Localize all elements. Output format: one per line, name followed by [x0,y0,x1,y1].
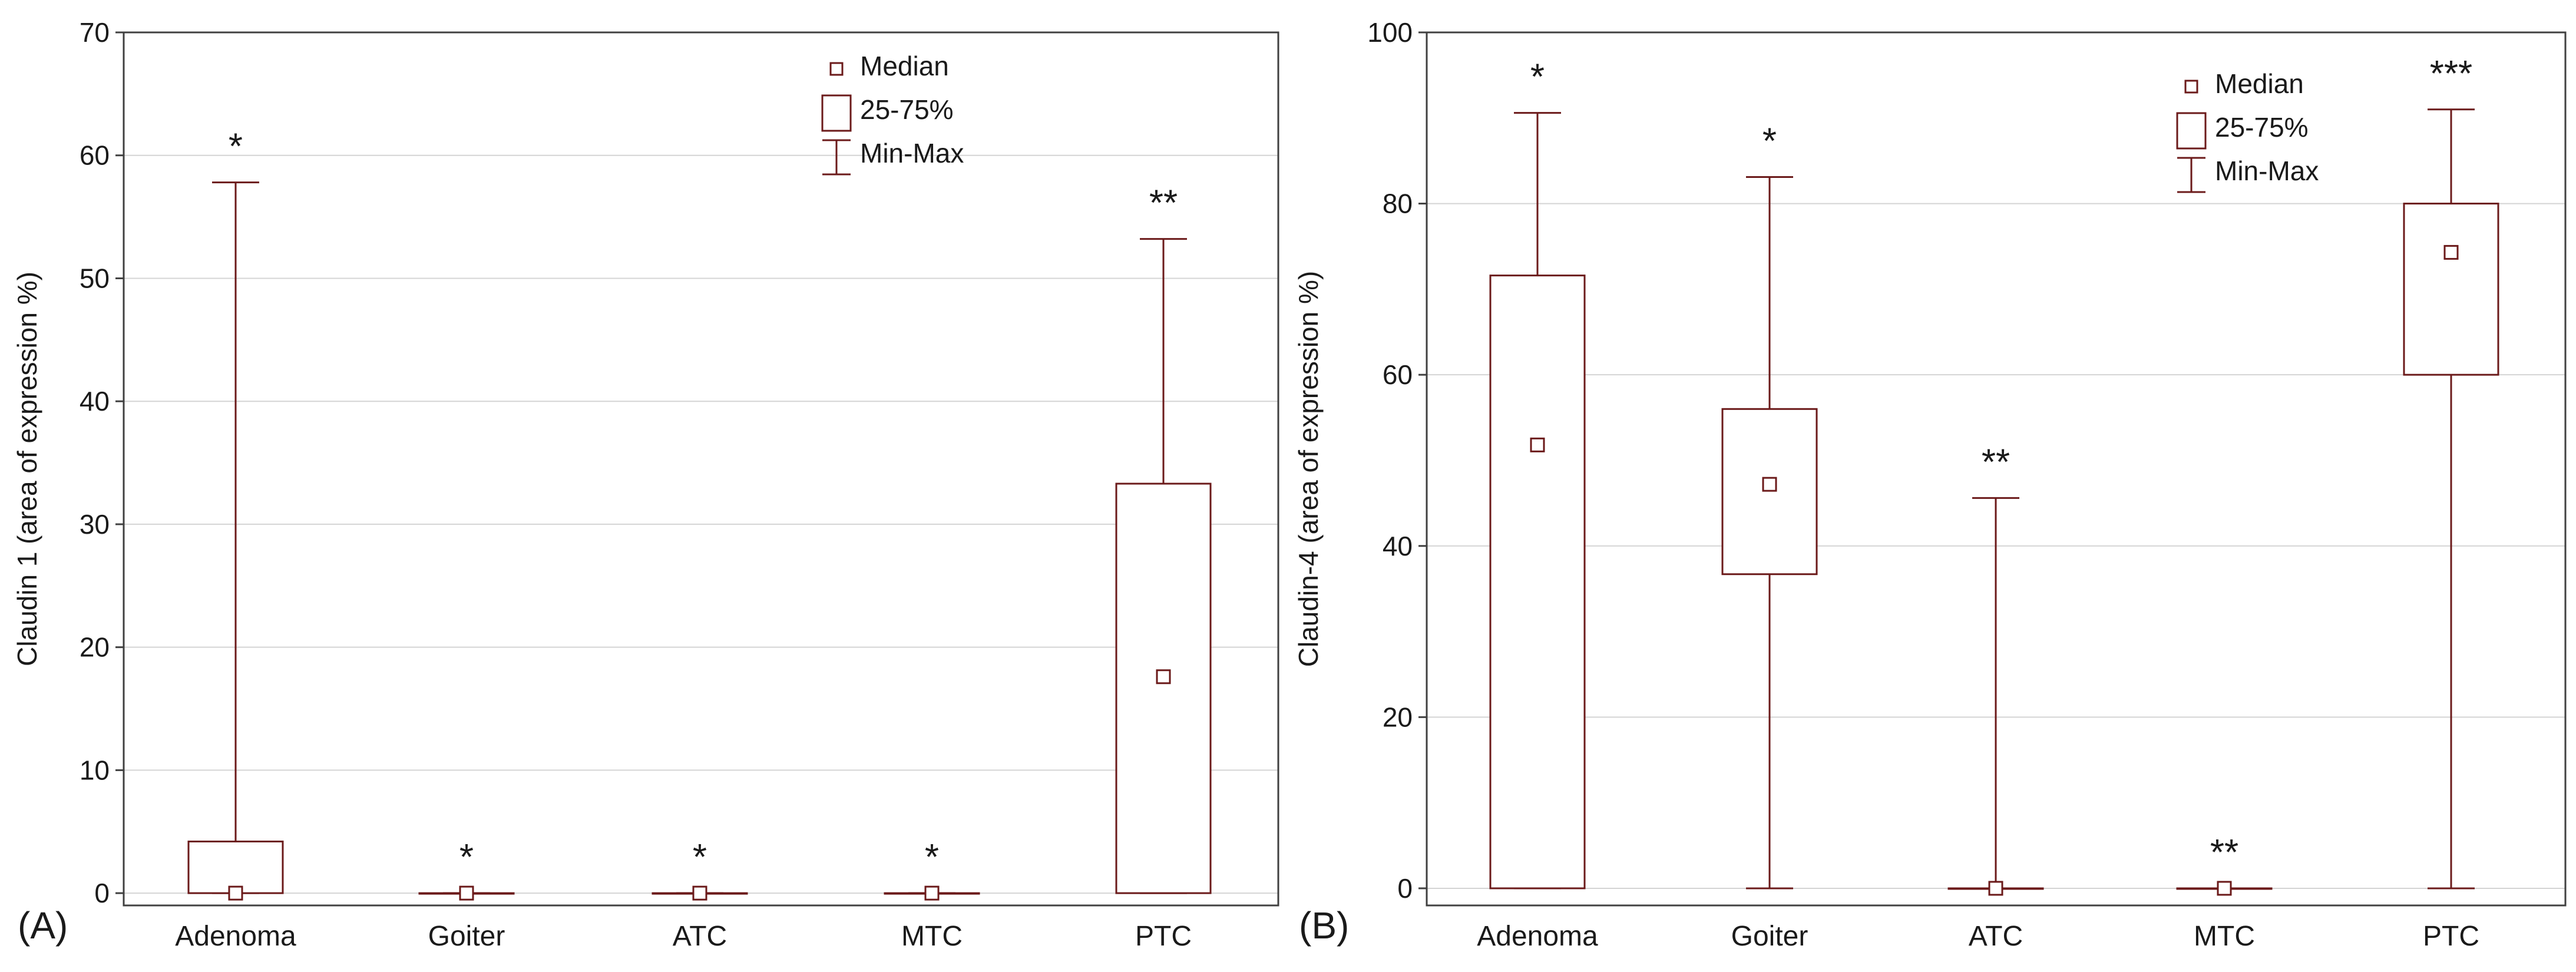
box-adenoma: * [1489,57,1586,890]
legend-label: 25-75% [860,94,954,125]
y-tick-label: 80 [1383,189,1413,219]
y-tick-label: 40 [1383,531,1413,561]
x-category-label: ATC [1969,921,2023,952]
significance-marker: * [229,127,243,167]
y-tick-label: 40 [80,386,110,416]
box-mtc: * [884,837,980,901]
y-tick-label: 20 [1383,702,1413,732]
x-category-label: PTC [1135,921,1192,952]
median-marker [2217,881,2232,896]
y-tick-label: 50 [80,263,110,293]
x-category-label: Adenoma [1477,921,1598,952]
significance-marker: ** [1982,442,2010,482]
y-tick-label: 0 [94,878,110,908]
legend-label: 25-75% [2215,112,2309,143]
significance-marker: * [459,837,474,878]
box-adenoma: * [187,127,284,901]
median-marker [1762,477,1777,492]
x-category-label: PTC [2423,921,2479,952]
iqr-box [2403,203,2499,376]
box-ptc: ** [1115,183,1212,894]
box-goiter: * [1721,121,1818,890]
median-marker [1988,881,2003,896]
chart-panel-b: 0 20 40 60 80 100 Claudin-4 (area of expressio… [1293,17,2567,952]
y-tick-label: 30 [80,509,110,540]
significance-marker: * [693,837,707,878]
legend-median-swatch [2184,80,2198,94]
y-axis-label: Claudin-4 (area of expression %) [1293,271,1324,667]
median-marker [228,885,243,901]
box-goiter: * [418,837,515,901]
x-category-label: ATC [673,921,727,952]
legend-median-swatch [829,62,844,76]
legend-box-swatch [2176,112,2207,150]
y-tick-label: 70 [80,17,110,48]
box-atc: ** [1947,442,2044,896]
significance-marker: ** [1149,183,1178,224]
y-tick-label: 20 [80,632,110,663]
x-category-label: Goiter [1731,921,1808,952]
x-category-label: MTC [2194,921,2255,952]
legend-label: Min-Max [2215,156,2319,186]
significance-marker: ** [2210,832,2238,873]
x-category-label: MTC [901,921,963,952]
median-marker [2443,244,2459,260]
significance-marker: * [925,837,939,878]
significance-marker: * [1762,121,1777,162]
legend-box-swatch [821,94,852,132]
panel-label: (A) [18,904,68,947]
significance-marker: *** [2430,54,2472,94]
iqr-box [187,840,284,894]
plot-frame [123,31,1279,907]
median-marker [924,885,940,901]
chart-panel-a: 0 10 20 30 40 50 60 70 Claudin 1 (area of expres… [12,17,1279,952]
median-marker [1156,669,1171,685]
box-ptc: *** [2403,54,2499,890]
y-tick-label: 100 [1367,17,1413,48]
y-tick-label: 60 [80,140,110,171]
x-category-label: Goiter [428,921,505,952]
box-mtc: ** [2176,832,2273,896]
y-tick-label: 0 [1397,873,1413,904]
legend-label: Median [2215,68,2304,99]
y-tick-label: 10 [80,755,110,785]
y-axis-label: Claudin 1 (area of expression %) [12,272,42,666]
significance-marker: * [1530,57,1545,98]
median-marker [1530,437,1545,452]
iqr-box [1489,275,1586,890]
y-tick-label: 60 [1383,359,1413,390]
legend-label: Min-Max [860,138,964,168]
legend: Median 25-75% Min-Max [2176,68,2319,193]
iqr-box [1115,482,1212,894]
plot-frame [1426,31,2567,907]
box-atc: * [652,837,748,901]
x-category-label: Adenoma [175,921,296,952]
panel-label: (B) [1299,904,1349,947]
median-marker [692,885,707,901]
legend-label: Median [860,51,949,81]
legend: Median 25-75% Min-Max [821,51,964,176]
median-marker [459,885,474,901]
